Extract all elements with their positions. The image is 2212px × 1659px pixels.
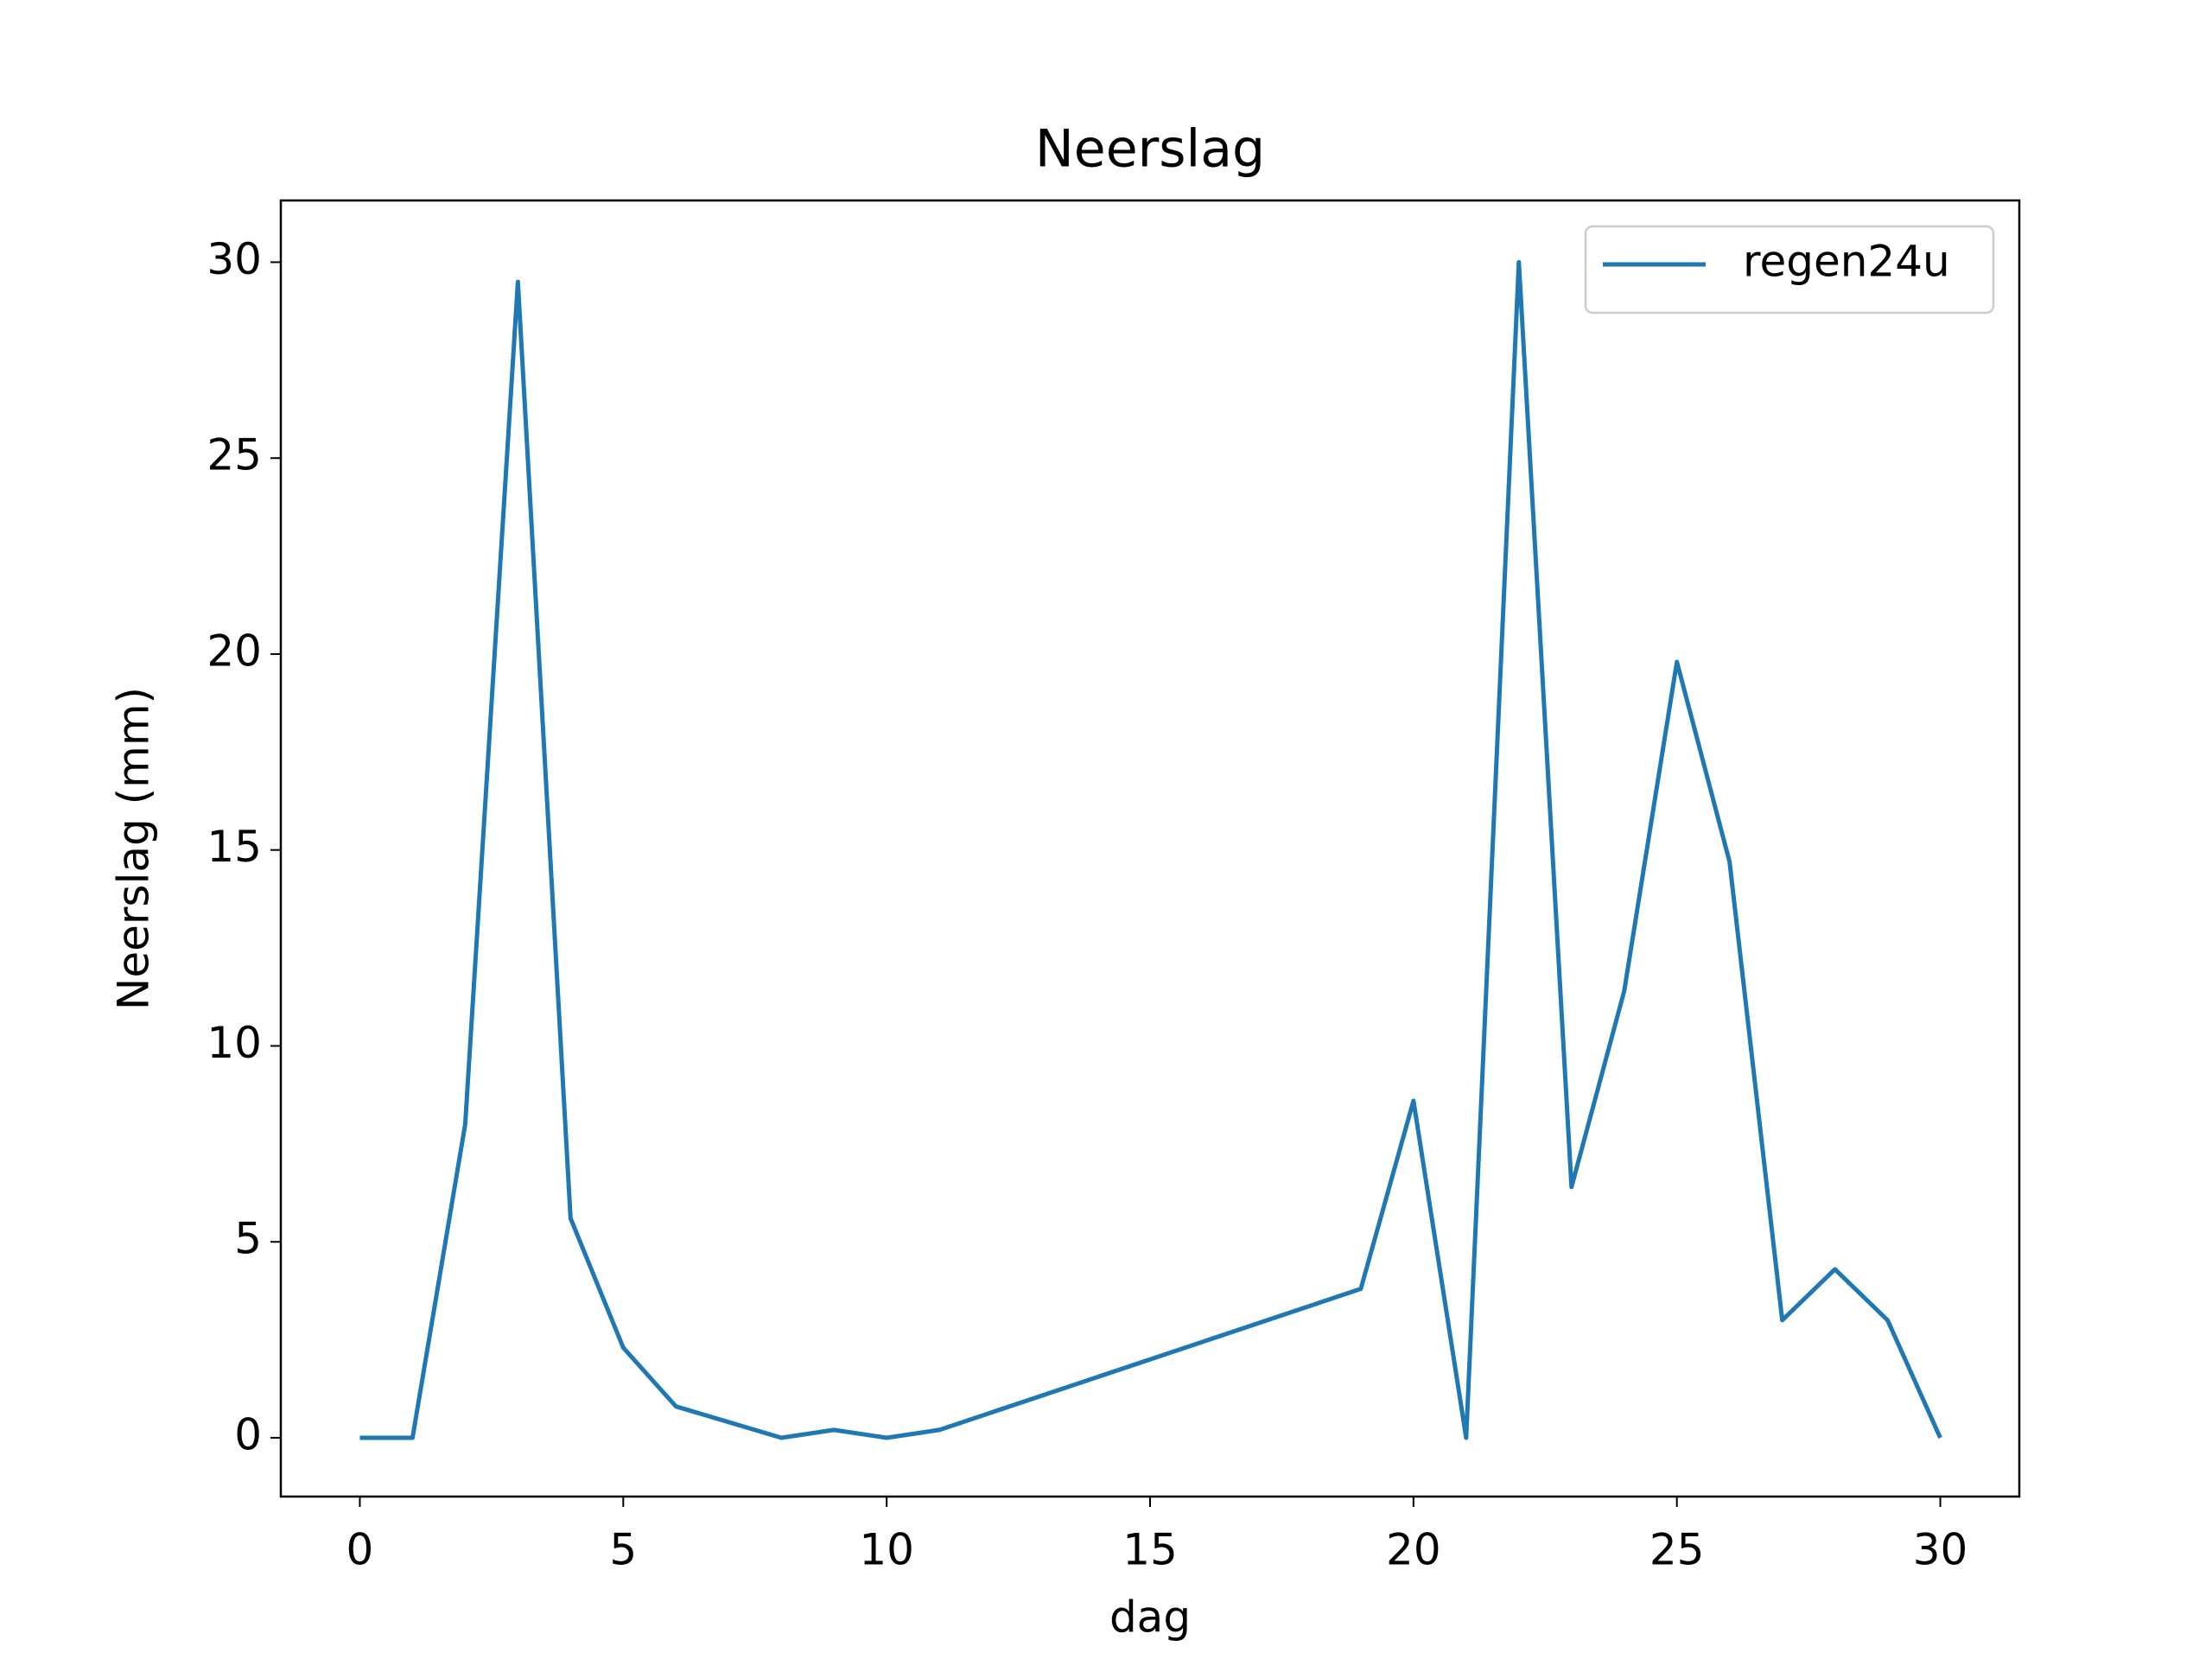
chart-title: Neerslag	[1035, 119, 1265, 180]
y-tick-label: 0	[234, 1409, 262, 1459]
x-tick-label: 10	[859, 1525, 914, 1575]
y-tick-label: 30	[207, 234, 262, 284]
legend-label: regen24u	[1743, 237, 1950, 287]
x-tick-label: 5	[609, 1525, 637, 1575]
x-tick-label: 30	[1913, 1525, 1968, 1575]
y-tick-label: 20	[207, 626, 262, 676]
y-tick-label: 5	[234, 1214, 262, 1264]
plot-frame	[279, 199, 2021, 1498]
y-tick-label: 10	[207, 1018, 262, 1068]
y-tick-label: 15	[207, 822, 262, 872]
data-line	[359, 259, 1942, 1440]
x-tick-label: 15	[1122, 1525, 1178, 1575]
y-tick-label: 25	[207, 430, 262, 480]
legend-box	[1584, 225, 1995, 315]
y-axis-label: Neerslag (mm)	[109, 687, 159, 1010]
x-tick-label: 0	[346, 1525, 374, 1575]
x-axis-label: dag	[1109, 1592, 1191, 1643]
x-tick-label: 20	[1386, 1525, 1441, 1575]
x-tick-label: 25	[1649, 1525, 1705, 1575]
